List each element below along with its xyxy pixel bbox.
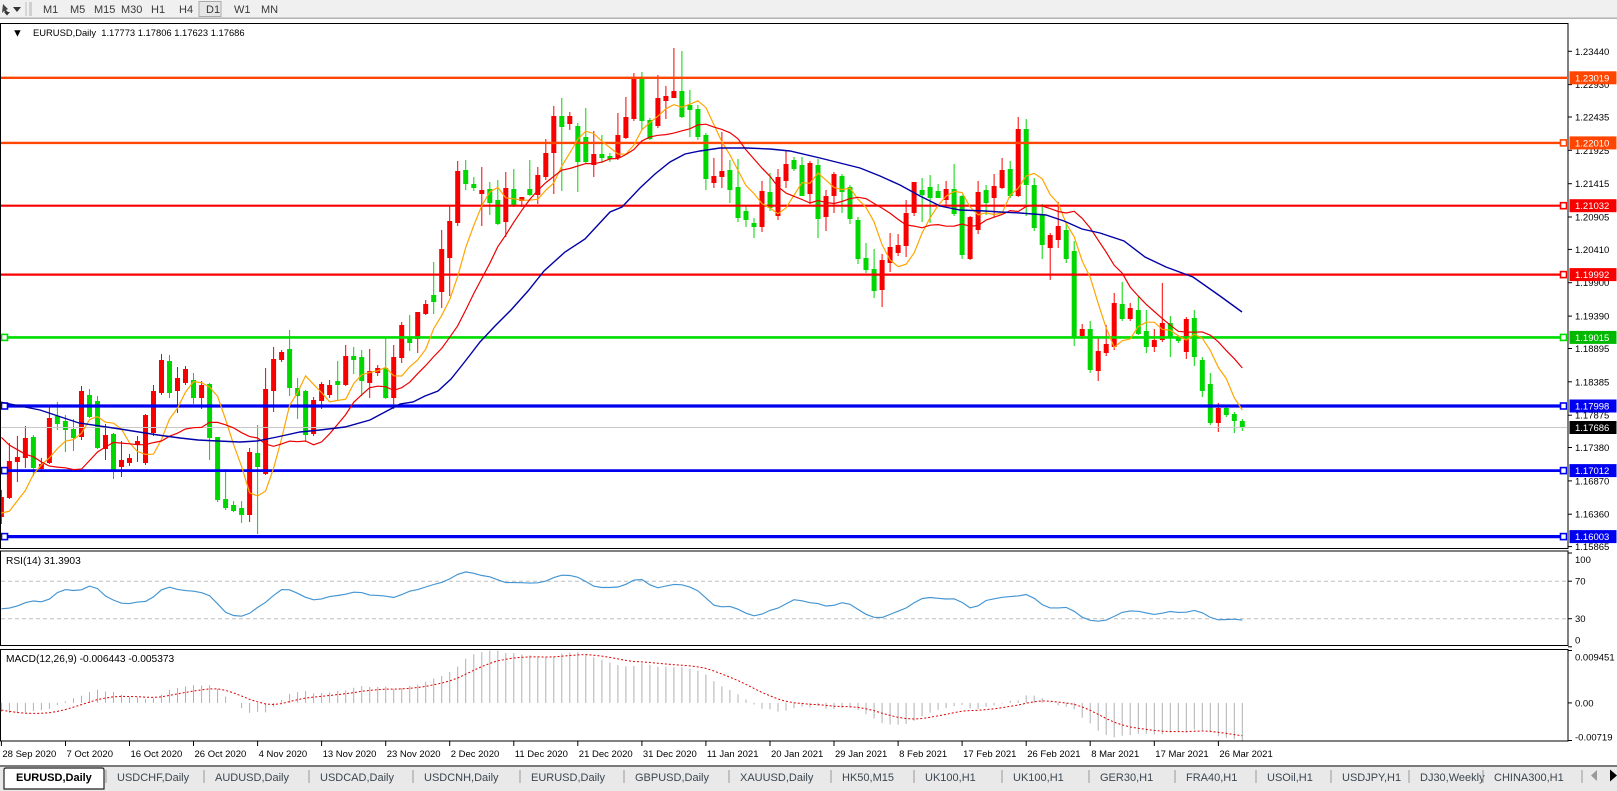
svg-text:GBPUSD,Daily: GBPUSD,Daily <box>635 772 709 784</box>
svg-text:11 Dec 2020: 11 Dec 2020 <box>515 749 568 760</box>
svg-text:2 Dec 2020: 2 Dec 2020 <box>451 749 500 760</box>
svg-text:1.21415: 1.21415 <box>1575 179 1609 190</box>
svg-text:1.19015: 1.19015 <box>1575 333 1609 344</box>
svg-text:1.16003: 1.16003 <box>1575 532 1609 543</box>
svg-text:HK50,M15: HK50,M15 <box>842 772 894 784</box>
svg-text:13 Nov 2020: 13 Nov 2020 <box>323 749 377 760</box>
svg-text:USOil,H1: USOil,H1 <box>1267 772 1313 784</box>
svg-text:1.18895: 1.18895 <box>1575 344 1609 355</box>
svg-text:M5: M5 <box>70 4 85 16</box>
svg-text:70: 70 <box>1575 577 1586 588</box>
svg-text:UK100,H1: UK100,H1 <box>1013 772 1064 784</box>
svg-text:1.19900: 1.19900 <box>1575 278 1609 289</box>
svg-text:1.22010: 1.22010 <box>1575 138 1609 149</box>
svg-text:26 Feb 2021: 26 Feb 2021 <box>1027 749 1080 760</box>
svg-text:1.20905: 1.20905 <box>1575 213 1609 224</box>
svg-text:EURUSD,Daily 1.17773 1.17806: EURUSD,Daily 1.17773 1.17806 1.17623 1.1… <box>33 27 245 38</box>
svg-text:1.23019: 1.23019 <box>1575 73 1609 84</box>
svg-text:USDCHF,Daily: USDCHF,Daily <box>117 772 190 784</box>
svg-text:1.17875: 1.17875 <box>1575 411 1609 422</box>
svg-text:26 Oct 2020: 26 Oct 2020 <box>195 749 247 760</box>
svg-text:AUDUSD,Daily: AUDUSD,Daily <box>215 772 289 784</box>
svg-text:29 Jan 2021: 29 Jan 2021 <box>835 749 887 760</box>
svg-text:CHINA300,H1: CHINA300,H1 <box>1494 772 1564 784</box>
svg-text:26 Mar 2021: 26 Mar 2021 <box>1219 749 1272 760</box>
svg-text:31 Dec 2020: 31 Dec 2020 <box>643 749 697 760</box>
svg-text:USDCAD,Daily: USDCAD,Daily <box>320 772 394 784</box>
svg-text:▼: ▼ <box>12 28 23 40</box>
svg-text:EURUSD,Daily: EURUSD,Daily <box>16 772 93 784</box>
svg-text:28 Sep 2020: 28 Sep 2020 <box>2 749 56 760</box>
svg-text:W1: W1 <box>234 4 251 16</box>
svg-text:H1: H1 <box>151 4 165 16</box>
svg-text:USDJPY,H1: USDJPY,H1 <box>1342 772 1401 784</box>
svg-text:1.17012: 1.17012 <box>1575 466 1609 477</box>
svg-text:GER30,H1: GER30,H1 <box>1100 772 1153 784</box>
svg-text:8 Feb 2021: 8 Feb 2021 <box>899 749 947 760</box>
svg-text:16 Oct 2020: 16 Oct 2020 <box>131 749 183 760</box>
svg-text:D1: D1 <box>206 4 220 16</box>
svg-text:1.23440: 1.23440 <box>1575 47 1609 58</box>
svg-text:M1: M1 <box>43 4 58 16</box>
svg-text:-0.00719: -0.00719 <box>1575 733 1613 744</box>
svg-text:1.17998: 1.17998 <box>1575 402 1609 413</box>
svg-text:1.22930: 1.22930 <box>1575 80 1609 91</box>
svg-text:21 Dec 2020: 21 Dec 2020 <box>579 749 633 760</box>
svg-text:MN: MN <box>261 4 278 16</box>
svg-text:1.15865: 1.15865 <box>1575 542 1609 553</box>
svg-text:1.21925: 1.21925 <box>1575 146 1609 157</box>
svg-text:1.19992: 1.19992 <box>1575 270 1609 281</box>
svg-text:0.00: 0.00 <box>1575 698 1594 709</box>
svg-text:USDCNH,Daily: USDCNH,Daily <box>424 772 499 784</box>
svg-text:11 Jan 2021: 11 Jan 2021 <box>707 749 759 760</box>
svg-text:4 Nov 2020: 4 Nov 2020 <box>259 749 308 760</box>
svg-text:7 Oct 2020: 7 Oct 2020 <box>67 749 113 760</box>
svg-text:H4: H4 <box>179 4 193 16</box>
svg-text:M15: M15 <box>94 4 115 16</box>
svg-text:FRA40,H1: FRA40,H1 <box>1186 772 1237 784</box>
svg-text:1.16870: 1.16870 <box>1575 476 1609 487</box>
svg-text:8 Mar 2021: 8 Mar 2021 <box>1091 749 1139 760</box>
svg-text:MACD(12,26,9) -0.006443 -0.005: MACD(12,26,9) -0.006443 -0.005373 <box>6 654 175 665</box>
svg-text:1.21032: 1.21032 <box>1575 201 1609 212</box>
svg-text:0.009451: 0.009451 <box>1575 653 1615 664</box>
svg-text:1.19390: 1.19390 <box>1575 312 1609 323</box>
svg-text:17 Feb 2021: 17 Feb 2021 <box>963 749 1016 760</box>
svg-text:23 Nov 2020: 23 Nov 2020 <box>387 749 441 760</box>
svg-text:20 Jan 2021: 20 Jan 2021 <box>771 749 823 760</box>
svg-text:DJ30,Weekly: DJ30,Weekly <box>1420 772 1485 784</box>
svg-text:EURUSD,Daily: EURUSD,Daily <box>531 772 605 784</box>
svg-text:UK100,H1: UK100,H1 <box>925 772 976 784</box>
svg-text:1.17686: 1.17686 <box>1575 423 1609 434</box>
svg-text:M30: M30 <box>121 4 142 16</box>
svg-text:1.22435: 1.22435 <box>1575 113 1609 124</box>
svg-text:30: 30 <box>1575 614 1586 625</box>
svg-text:RSI(14) 31.3903: RSI(14) 31.3903 <box>6 556 81 567</box>
svg-text:17 Mar 2021: 17 Mar 2021 <box>1155 749 1208 760</box>
svg-text:1.16360: 1.16360 <box>1575 510 1609 521</box>
svg-text:1.20410: 1.20410 <box>1575 245 1609 256</box>
svg-text:1.17380: 1.17380 <box>1575 443 1609 454</box>
svg-text:XAUUSD,Daily: XAUUSD,Daily <box>740 772 814 784</box>
svg-text:0: 0 <box>1575 636 1580 647</box>
svg-text:100: 100 <box>1575 555 1591 566</box>
svg-text:1.18385: 1.18385 <box>1575 377 1609 388</box>
